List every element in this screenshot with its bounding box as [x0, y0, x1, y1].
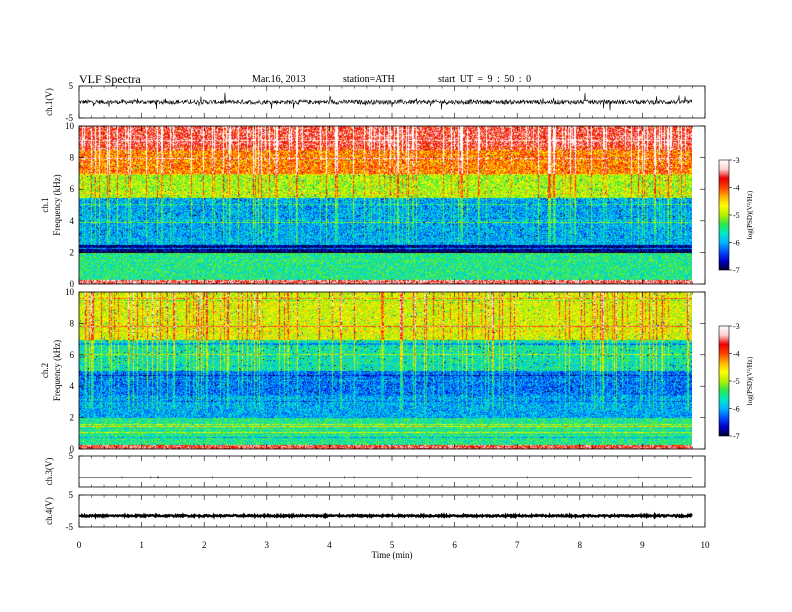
y-tick-label: 2 [70, 247, 75, 257]
station-label: station=ATH [343, 74, 395, 85]
y-axis-label: ch.1(V) [44, 88, 54, 116]
y-tick-label: 0 [70, 279, 75, 289]
colorbar-tick-label: -3 [733, 156, 740, 165]
x-tick-label: 7 [515, 540, 520, 550]
y-tick-label: 0 [70, 444, 75, 454]
colorbar [718, 325, 730, 437]
x-tick-label: 6 [452, 540, 457, 550]
x-tick-label: 10 [701, 540, 711, 550]
ch1-spectrogram [79, 126, 692, 284]
colorbar [718, 159, 730, 271]
y-tick-label: 4 [70, 216, 75, 226]
y-tick-label: -5 [66, 113, 74, 123]
y-tick-label: 5 [69, 81, 74, 91]
x-tick-label: 3 [265, 540, 270, 550]
y-axis-label: ch.2 [40, 363, 50, 378]
ch2-spectrogram [79, 292, 692, 449]
x-tick-label: 5 [390, 540, 395, 550]
colorbar-tick-label: -4 [733, 350, 740, 359]
plot-title: VLF Spectra [79, 72, 141, 86]
ch4-waveform-trace [78, 511, 693, 520]
y-axis-label: Frequency (kHz) [52, 340, 62, 401]
y-tick-label: 5 [69, 490, 74, 500]
x-axis-label: Time (min) [372, 550, 413, 560]
x-tick-label: 2 [202, 540, 207, 550]
colorbar-tick-label: -4 [733, 184, 740, 193]
colorbar-tick-label: -7 [733, 266, 740, 275]
x-tick-label: 0 [77, 540, 82, 550]
spectrogram-images [79, 126, 692, 449]
colorbar-tick-label: -5 [733, 211, 740, 220]
ch1-waveform-trace [78, 92, 693, 111]
y-tick-label: 8 [70, 318, 75, 328]
x-tick-label: 4 [327, 540, 332, 550]
x-tick-label: 1 [139, 540, 144, 550]
y-tick-label: 6 [70, 184, 75, 194]
y-axis-label: Frequency (kHz) [52, 174, 62, 235]
colorbar-tick-label: -6 [733, 405, 740, 414]
y-tick-label: 6 [70, 350, 75, 360]
colorbar-tick-label: -3 [733, 322, 740, 331]
y-axis-label: ch.3(V) [44, 458, 54, 486]
y-tick-label: 10 [65, 287, 75, 297]
date-label: Mar.16, 2013 [252, 74, 306, 85]
colorbar-tick-label: -7 [733, 432, 740, 441]
waveform-traces [78, 92, 693, 520]
y-tick-label: -5 [66, 522, 74, 532]
x-tick-label: 8 [578, 540, 583, 550]
y-axis-label: ch.4(V) [44, 497, 54, 525]
y-tick-label: 5 [69, 451, 74, 461]
x-tick-label: 9 [640, 540, 645, 550]
y-tick-label: 10 [65, 121, 75, 131]
colorbar-tick-label: -6 [733, 239, 740, 248]
y-tick-label: 2 [70, 413, 75, 423]
axes [78, 85, 732, 528]
start-time-label: start UT = 9 : 50 : 0 [438, 74, 532, 85]
colorbar-label: log(PSD)(V²/Hz) [746, 190, 754, 239]
y-tick-label: 4 [70, 381, 75, 391]
y-axis-label: ch.1 [40, 197, 50, 212]
y-tick-label: 8 [70, 153, 75, 163]
colorbar-tick-label: -5 [733, 377, 740, 386]
colorbar-label: log(PSD)(V²/Hz) [746, 356, 754, 405]
